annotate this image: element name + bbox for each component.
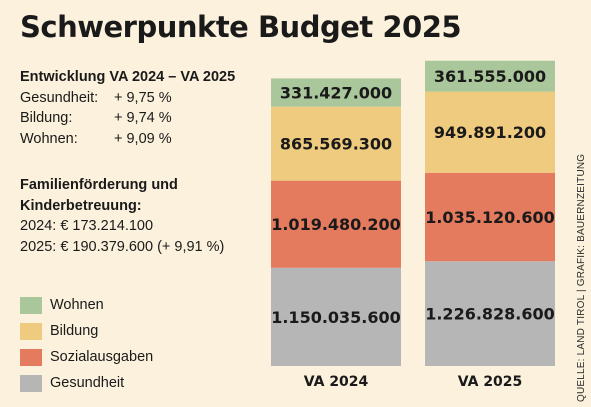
chart-title: Schwerpunkte Budget 2025 [20, 10, 462, 44]
family-heading-line1: Familienförderung und [20, 177, 178, 193]
development-row-wohnen: Wohnen: + 9,09 % [20, 129, 235, 150]
legend-label: Gesundheit [50, 375, 125, 391]
family-line-2024: 2024: € 173.214.100 [20, 218, 154, 234]
development-label: Gesundheit: [20, 89, 99, 106]
legend-item-gesundheit: Gesundheit [20, 370, 153, 396]
family-block: Familienförderung und Kinderbetreuung: 2… [20, 175, 224, 257]
bar-value-label: 1.019.480.200 [271, 215, 401, 234]
bar-value-label: 1.226.828.600 [425, 305, 555, 324]
legend-label: Wohnen [50, 297, 104, 313]
development-block: Entwicklung VA 2024 – VA 2025 Gesundheit… [20, 67, 235, 149]
legend-swatch [20, 322, 42, 340]
legend-item-bildung: Bildung [20, 318, 153, 344]
legend-swatch [20, 374, 42, 392]
development-value: + 9,74 % [114, 110, 172, 126]
bar-segment-gesundheit-2 [425, 261, 555, 366]
x-tick-label: VA 2024 [304, 374, 369, 390]
bar-value-label: 949.891.200 [434, 123, 546, 142]
development-heading: Entwicklung VA 2024 – VA 2025 [20, 69, 236, 85]
bar-value-label: 331.427.000 [280, 84, 392, 103]
legend-label: Sozialausgaben [50, 349, 154, 365]
legend: Wohnen Bildung Sozialausgaben Gesundheit [20, 292, 153, 396]
legend-swatch [20, 296, 42, 314]
source-note: QUELLE: LAND TIROL | GRAFIK: BAUERNZEITU… [576, 153, 587, 402]
family-heading-line2: Kinderbetreuung: [20, 197, 142, 214]
legend-item-wohnen: Wohnen [20, 292, 153, 318]
bar-segment-gesundheit-1 [271, 267, 401, 366]
family-line-2025: 2025: € 190.379.600 (+ 9,91 %) [20, 238, 225, 255]
development-row-bildung: Bildung: + 9,74 % [20, 108, 235, 129]
development-label: Wohnen: [20, 130, 78, 147]
bar-value-label: 1.035.120.600 [425, 208, 555, 227]
bar-segment-sozialausgaben-2 [425, 172, 555, 262]
development-label: Bildung: [20, 110, 73, 126]
development-value: + 9,09 % [114, 130, 172, 147]
bar-value-label: 865.569.300 [280, 135, 392, 154]
legend-swatch [20, 348, 42, 366]
bar-value-label: 361.555.000 [434, 67, 546, 86]
bar-segment-bildung-2 [425, 91, 555, 173]
bar-segment-wohnen-1 [271, 78, 401, 107]
bar-segment-wohnen-2 [425, 60, 555, 92]
legend-item-sozialausgaben: Sozialausgaben [20, 344, 153, 370]
development-value: + 9,75 % [114, 89, 172, 106]
development-row-gesundheit: Gesundheit: + 9,75 % [20, 88, 235, 109]
x-tick-label: VA 2025 [458, 374, 523, 390]
bar-value-label: 1.150.035.600 [271, 308, 401, 327]
bar-segment-sozialausgaben-1 [271, 180, 401, 268]
bar-segment-bildung-1 [271, 106, 401, 181]
legend-label: Bildung [50, 323, 99, 339]
